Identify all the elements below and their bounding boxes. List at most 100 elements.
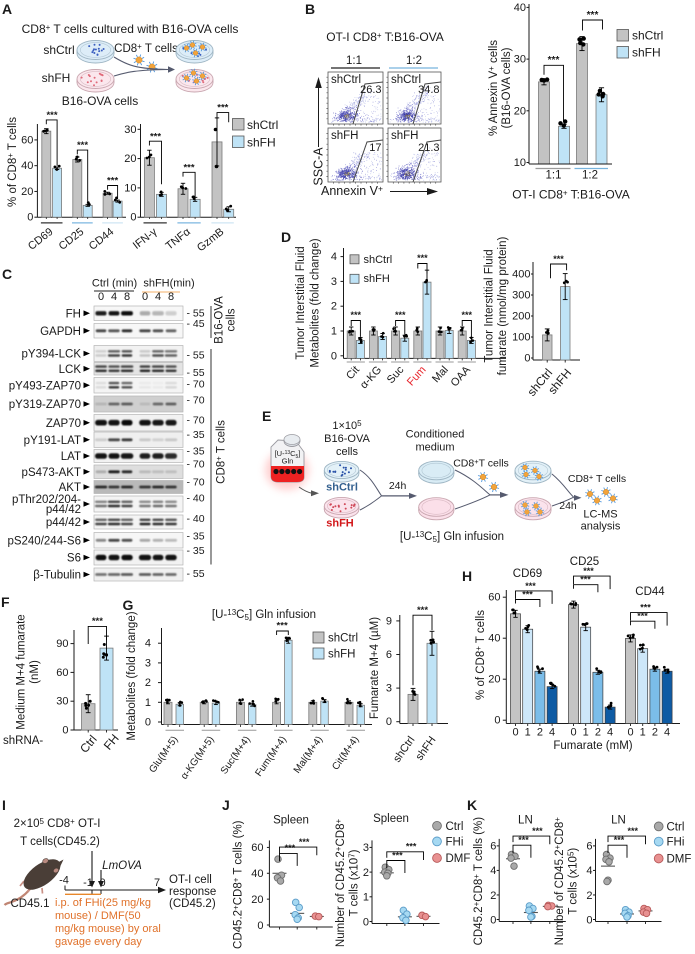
svg-text:***: ***: [553, 254, 564, 264]
svg-text:30: 30: [514, 54, 526, 66]
svg-text:Medium M+4 fumarate: Medium M+4 fumarate: [16, 614, 28, 729]
svg-text:- 40: - 40: [187, 513, 205, 525]
svg-text:B16-OVA: B16-OVA: [324, 433, 370, 445]
svg-text:***: ***: [217, 103, 228, 114]
svg-text:- 35: - 35: [187, 545, 205, 557]
svg-text:1:2: 1:2: [406, 55, 422, 67]
svg-text:CD45.1: CD45.1: [11, 898, 50, 910]
svg-text:***: ***: [580, 575, 591, 585]
svg-text:Fumarate M+4 (µM): Fumarate M+4 (µM): [369, 617, 381, 719]
svg-text:D: D: [281, 229, 291, 245]
svg-text:2: 2: [363, 867, 369, 879]
svg-text:2: 2: [586, 890, 592, 902]
svg-text:SSC-A: SSC-A: [312, 147, 326, 186]
svg-text:LAT: LAT: [61, 451, 81, 463]
svg-text:A: A: [2, 1, 12, 17]
svg-text:***: ***: [627, 826, 638, 836]
svg-text:0: 0: [627, 727, 633, 739]
svg-text:shCtrl: shCtrl: [247, 118, 278, 132]
svg-text:shCtrl: shCtrl: [364, 254, 393, 266]
svg-text:LC-MS: LC-MS: [583, 509, 617, 521]
svg-text:***: ***: [77, 140, 88, 151]
svg-text:2×105 CD8+ OT-I: 2×105 CD8+ OT-I: [14, 817, 101, 830]
svg-text:3: 3: [386, 683, 392, 695]
svg-text:LN: LN: [518, 815, 533, 827]
svg-text:CD8+ T cells: CD8+ T cells: [215, 420, 228, 484]
svg-text:H: H: [462, 568, 472, 584]
svg-text:***: ***: [299, 837, 310, 847]
svg-text:CD8+ T cells cultured with B16: CD8+ T cells cultured with B16-OVA cells: [22, 22, 239, 36]
svg-text:60: 60: [488, 592, 500, 604]
svg-text:CD69: CD69: [513, 568, 542, 580]
svg-text:0: 0: [98, 291, 104, 303]
svg-text:0: 0: [570, 727, 576, 739]
svg-text:gavage every day: gavage every day: [55, 936, 142, 948]
svg-text:26.3: 26.3: [360, 84, 381, 96]
svg-text:pThr202/204-: pThr202/204-: [12, 494, 81, 506]
svg-text:***: ***: [417, 605, 428, 616]
svg-text:CD8+ T cells: CD8+ T cells: [568, 473, 626, 486]
svg-text:2: 2: [331, 301, 337, 313]
svg-text:8: 8: [168, 291, 174, 303]
svg-text:Spleen: Spleen: [273, 815, 309, 827]
svg-text:4: 4: [607, 727, 613, 739]
svg-text:300: 300: [512, 290, 530, 302]
svg-text:LN: LN: [611, 815, 626, 827]
svg-text:B: B: [305, 1, 315, 17]
svg-text:fumarate (nmol/mg protein): fumarate (nmol/mg protein): [497, 236, 509, 375]
svg-text:Fumarate (mM): Fumarate (mM): [553, 740, 632, 752]
svg-text:- 35: - 35: [187, 531, 205, 543]
svg-text:cells: cells: [226, 308, 238, 331]
svg-text:- 35: - 35: [187, 446, 205, 458]
svg-text:34.8: 34.8: [418, 84, 439, 96]
svg-text:shFH: shFH: [247, 136, 276, 150]
svg-text:- 55: - 55: [187, 308, 205, 320]
svg-text:***: ***: [532, 826, 543, 836]
svg-text:2: 2: [490, 890, 496, 902]
svg-text:shCtrl: shCtrl: [632, 29, 663, 43]
svg-text:(B16-OVA cells): (B16-OVA cells): [501, 47, 513, 128]
svg-text:***: ***: [614, 835, 625, 845]
svg-text:Annexin V+: Annexin V+: [321, 184, 383, 199]
svg-text:Spleen: Spleen: [373, 813, 409, 825]
svg-text:- 40: - 40: [187, 493, 205, 505]
svg-text:4: 4: [155, 291, 161, 303]
svg-text:20: 20: [488, 674, 500, 686]
svg-text:20: 20: [124, 153, 136, 165]
svg-text:GAPDH: GAPDH: [40, 326, 81, 338]
svg-text:Metabolites (fold change): Metabolites (fold change): [310, 238, 322, 367]
svg-text:CD45.2+CD8+ T cells (%): CD45.2+CD8+ T cells (%): [232, 820, 245, 949]
svg-text:CD45.2+CD8+ T cells (%): CD45.2+CD8+ T cells (%): [472, 817, 485, 946]
svg-text:shFH: shFH: [42, 71, 71, 85]
svg-text:***: ***: [107, 176, 118, 187]
svg-text:24h: 24h: [389, 480, 407, 492]
svg-text:-1: -1: [83, 877, 93, 889]
svg-text:1:1: 1:1: [546, 170, 562, 182]
svg-text:(nM): (nM): [29, 660, 41, 684]
svg-text:- 55: - 55: [187, 568, 205, 580]
svg-text:0: 0: [27, 212, 33, 224]
svg-text:[U-13C5]: [U-13C5]: [275, 449, 301, 460]
svg-text:0: 0: [257, 920, 263, 932]
svg-text:OT-I CD8+ T:B16-OVA: OT-I CD8+ T:B16-OVA: [512, 188, 630, 202]
svg-text:pY191-LAT: pY191-LAT: [24, 435, 81, 447]
svg-text:***: ***: [417, 253, 428, 263]
svg-text:mg/kg mouse) by oral: mg/kg mouse) by oral: [55, 923, 161, 935]
svg-text:20: 20: [21, 186, 33, 198]
svg-text:40: 40: [21, 160, 33, 172]
svg-text:medium: medium: [415, 442, 454, 454]
svg-text:F: F: [1, 594, 10, 610]
svg-text:0: 0: [331, 350, 337, 362]
svg-text:***: ***: [462, 310, 473, 320]
svg-text:1: 1: [331, 326, 337, 338]
svg-text:***: ***: [92, 616, 103, 627]
svg-text:shCtrl: shCtrl: [331, 74, 361, 86]
svg-text:Number of CD45.2+CD8+: Number of CD45.2+CD8+: [553, 817, 566, 946]
svg-text:***: ***: [285, 843, 296, 853]
svg-text:G: G: [123, 597, 134, 613]
svg-text:7: 7: [154, 877, 160, 889]
svg-text:- 70: - 70: [187, 459, 205, 471]
svg-text:shFH(min): shFH(min): [143, 278, 194, 290]
svg-text:mouse) / DMF(50: mouse) / DMF(50: [55, 910, 141, 922]
svg-text:ZAP70: ZAP70: [46, 418, 81, 430]
